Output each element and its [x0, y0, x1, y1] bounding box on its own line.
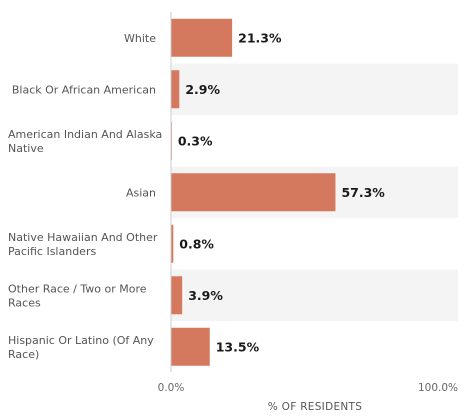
category-label: White — [124, 32, 156, 45]
category-label: Black Or African American — [12, 83, 156, 96]
category-label: Asian — [126, 186, 156, 199]
bar — [171, 327, 210, 366]
bar — [171, 18, 233, 57]
row-background — [171, 63, 458, 115]
value-label: 2.9% — [185, 82, 220, 97]
x-axis-ticks: 0.0% 100.0% — [158, 382, 458, 394]
bar — [171, 224, 174, 263]
value-labels: 21.3% 2.9% 0.3% 57.3% 0.8% 3.9% 13.5% — [178, 30, 385, 354]
value-label: 3.9% — [188, 288, 223, 303]
bar — [171, 70, 180, 109]
bar — [171, 173, 336, 212]
category-label: American Indian And Alaska Native — [8, 128, 162, 155]
x-axis-title: % OF RESIDENTS — [268, 401, 363, 413]
category-labels: White Black Or African American American I… — [8, 32, 162, 361]
value-label: 57.3% — [341, 185, 385, 200]
category-label: Other Race / Two or More Races — [8, 282, 147, 309]
value-label: 0.8% — [179, 236, 214, 251]
x-tick-label: 100.0% — [418, 382, 458, 394]
x-tick-label: 0.0% — [158, 382, 185, 394]
bar — [171, 276, 183, 315]
value-label: 13.5% — [216, 339, 260, 354]
category-label: Hispanic Or Latino (Of Any Race) — [8, 334, 154, 361]
category-label: Native Hawaiian And Other Pacific Islande… — [8, 231, 158, 258]
value-label: 0.3% — [178, 133, 213, 148]
value-label: 21.3% — [238, 30, 282, 45]
row-background — [171, 269, 458, 321]
